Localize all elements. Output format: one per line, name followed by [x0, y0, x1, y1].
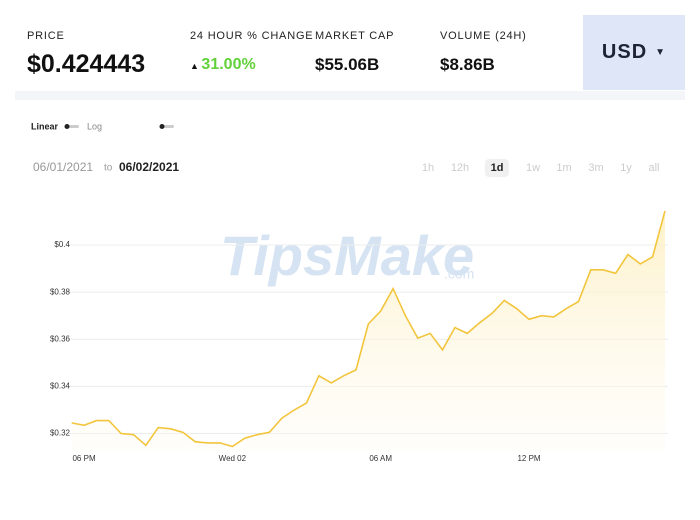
watermark-suffix: .com [444, 266, 474, 282]
range-button[interactable]: 1y [620, 162, 632, 174]
price-line [71, 210, 666, 448]
y-tick-label: $0.34 [50, 382, 71, 391]
watermark: TipsMake [220, 224, 474, 287]
x-tick-label: 12 PM [517, 454, 540, 463]
currency: USD [601, 41, 648, 63]
range-button[interactable]: 1h [422, 162, 434, 174]
range-button[interactable]: 1w [526, 162, 540, 174]
stat: VOLUME (24H) $8.86B [440, 30, 527, 75]
stat-value: $0.424443 [27, 50, 146, 78]
range-active-bg [485, 159, 509, 177]
x-tick-label: 06 PM [72, 454, 95, 463]
toggle-knob [64, 124, 70, 129]
currency-select[interactable]: USD ▼ [583, 15, 685, 90]
stat: MARKET CAP $55.06B [315, 30, 394, 75]
stat: PRICE $0.424443 [27, 30, 145, 79]
range-button[interactable]: 12h [451, 162, 469, 174]
y-tick-label: $0.4 [54, 240, 70, 249]
stat-value: ▲ 31.00% [190, 56, 256, 73]
chart: Linear Log 06/01/2021 to 06/02/2021 1h 12… [31, 121, 668, 463]
x-tick-label: 06 AM [369, 454, 392, 463]
change-value: 31.00% [201, 56, 256, 73]
y-tick-label: $0.38 [50, 287, 71, 296]
range-buttons: 1h 12h 1d 1w 1m 3m 1y all [422, 159, 660, 177]
area-fill [71, 210, 665, 450]
toggle-knob [159, 124, 165, 129]
y-tick-label: $0.32 [50, 429, 71, 438]
stat-label: PRICE [27, 30, 65, 42]
range-button[interactable]: 1d [491, 162, 504, 174]
divider [15, 91, 685, 100]
stat-value: $8.86B [440, 55, 495, 74]
stat-label: MARKET CAP [315, 30, 395, 42]
stat-label: VOLUME (24H) [440, 30, 527, 42]
x-tick-label: Wed 02 [219, 454, 247, 463]
stat-value: $55.06B [315, 55, 380, 74]
date-sep: to [104, 163, 113, 174]
scale-option[interactable]: Log [87, 121, 102, 131]
range-button[interactable]: 3m [588, 162, 603, 174]
range-button[interactable]: all [648, 162, 659, 174]
stat: 24 HOUR % CHANGE ▲ 31.00% [190, 30, 313, 74]
date-from[interactable]: 06/01/2021 [33, 160, 93, 174]
range-button[interactable]: 1m [556, 162, 571, 174]
date-to[interactable]: 06/02/2021 [119, 160, 179, 174]
y-tick-label: $0.36 [50, 334, 71, 343]
scale-option[interactable]: Linear [31, 121, 59, 131]
stat-label: 24 HOUR % CHANGE [190, 30, 314, 42]
